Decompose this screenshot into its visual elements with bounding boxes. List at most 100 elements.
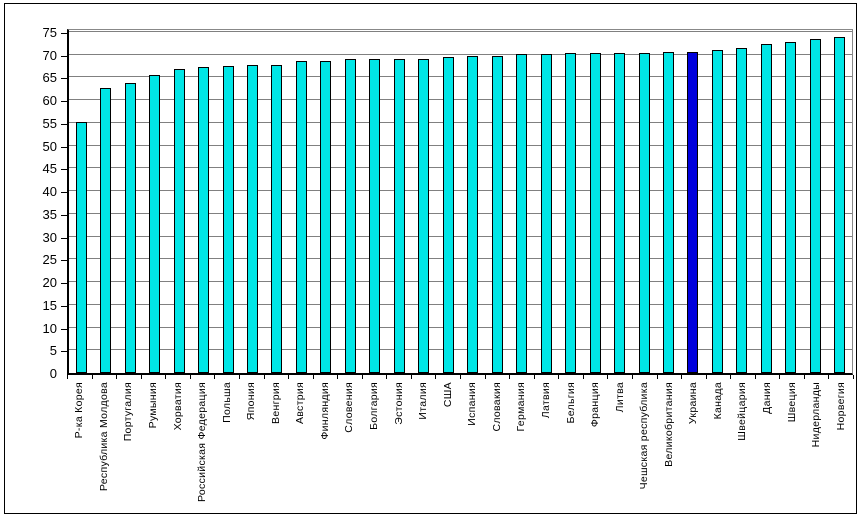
x-axis-label-Нидерланды: Нидерланды [810,382,823,448]
x-slot-Эстония: Эстония [386,382,411,520]
x-slot-Республика Молдова: Республика Молдова [92,382,117,520]
gridline-10 [69,327,852,328]
bar-Республика Молдова [100,88,112,373]
y-axis-label-75: 75 [42,25,57,40]
gridline-30 [69,236,852,237]
y-tick-30 [61,238,67,239]
x-axis-label-Чешская республика: Чешская республика [638,382,651,490]
x-slot-Словакия: Словакия [485,382,510,520]
bar-Финляндия [320,61,332,373]
x-tick-23 [632,375,633,379]
bar-Бельгия [565,53,577,373]
gridline-5 [69,349,852,350]
x-axis-label-Польша: Польша [220,382,233,423]
x-slot-Литва: Литва [607,382,632,520]
x-slot-Япония: Япония [239,382,264,520]
bar-Австрия [295,61,307,373]
bar-Российская Федерация [198,67,210,373]
gridline-15 [69,304,852,305]
x-axis-label-Словения: Словения [343,382,356,433]
x-axis-label-Бельгия: Бельгия [564,382,577,424]
x-axis-label-Норвегия: Норвегия [834,382,847,431]
y-tick-25 [61,260,67,261]
x-axis-label-США: США [441,382,454,408]
bar-Дания [760,44,772,373]
x-slot-Швейцария: Швейцария [730,382,755,520]
x-slot-Италия: Италия [411,382,436,520]
bar-Швеция [785,42,797,373]
x-tick-2 [116,375,117,379]
y-axis-label-40: 40 [42,184,57,199]
x-slot-Бельгия: Бельгия [558,382,583,520]
x-axis-label-Латвия: Латвия [539,382,552,419]
gridline-40 [69,190,852,191]
x-axis-label-Италия: Италия [417,382,430,420]
x-tick-28 [755,375,756,379]
y-axis-label-15: 15 [42,298,57,313]
x-slot-Болгария: Болгария [362,382,387,520]
bar-Польша [222,66,234,373]
y-axis-label-25: 25 [42,252,57,267]
x-tick-27 [730,375,731,379]
bar-Эстония [393,59,405,373]
y-axis-label-45: 45 [42,161,57,176]
y-axis-label-35: 35 [42,207,57,222]
x-axis-label-Канада: Канада [711,382,724,420]
y-tick-60 [61,101,67,102]
gridline-45 [69,167,852,168]
x-axis-label-Финляндия: Финляндия [318,382,331,440]
y-axis-label-30: 30 [42,230,57,245]
x-axis-label-Австрия: Австрия [294,382,307,425]
bar-Р-ка Корея [75,122,87,373]
x-axis-label-Болгария: Болгария [368,382,381,430]
x-slot-Швеция: Швеция [779,382,804,520]
x-slot-Польша: Польша [214,382,239,520]
y-axis-label-55: 55 [42,116,57,131]
x-axis-labels: Р-ка Корея Республика Молдова Португалия Ру… [67,382,853,520]
x-slot-Австрия: Австрия [288,382,313,520]
x-axis-label-Япония: Япония [245,382,258,421]
x-tick-29 [779,375,780,379]
y-axis-label-65: 65 [42,70,57,85]
x-tick-19 [534,375,535,379]
bar-Словакия [491,56,503,373]
bar-Болгария [369,59,381,373]
x-tick-7 [239,375,240,379]
y-axis-label-60: 60 [42,93,57,108]
x-axis-label-Великобритания: Великобритания [662,382,675,467]
y-tick-75 [61,33,67,34]
x-tick-20 [558,375,559,379]
x-tick-12 [362,375,363,379]
bar-Япония [247,65,259,373]
x-slot-Финляндия: Финляндия [313,382,338,520]
x-axis-label-Хорватия: Хорватия [171,382,184,431]
bar-Испания [467,56,479,373]
x-tick-9 [288,375,289,379]
bar-Латвия [540,54,552,373]
x-tick-14 [411,375,412,379]
bar-Португалия [124,83,136,373]
x-tick-4 [165,375,166,379]
bar-Чешская республика [638,53,650,373]
x-tick-3 [141,375,142,379]
x-axis-label-Румыния: Румыния [146,382,159,429]
x-slot-США: США [435,382,460,520]
x-slot-Словения: Словения [337,382,362,520]
x-tick-0 [67,375,68,379]
y-axis-label-50: 50 [42,139,57,154]
x-slot-Дания: Дания [755,382,780,520]
x-slot-Канада: Канада [706,382,731,520]
x-axis-label-Р-ка Корея: Р-ка Корея [73,382,86,439]
gridline-55 [69,122,852,123]
gridline-50 [69,145,852,146]
gridline-25 [69,258,852,259]
x-slot-Румыния: Румыния [141,382,166,520]
bar-Италия [418,59,430,373]
x-axis-label-Эстония: Эстония [392,382,405,425]
x-slot-Норвегия: Норвегия [828,382,853,520]
y-axis-label-5: 5 [49,343,57,358]
bar-Венгрия [271,65,283,373]
x-axis-label-Республика Молдова: Республика Молдова [97,382,110,492]
x-tick-21 [583,375,584,379]
